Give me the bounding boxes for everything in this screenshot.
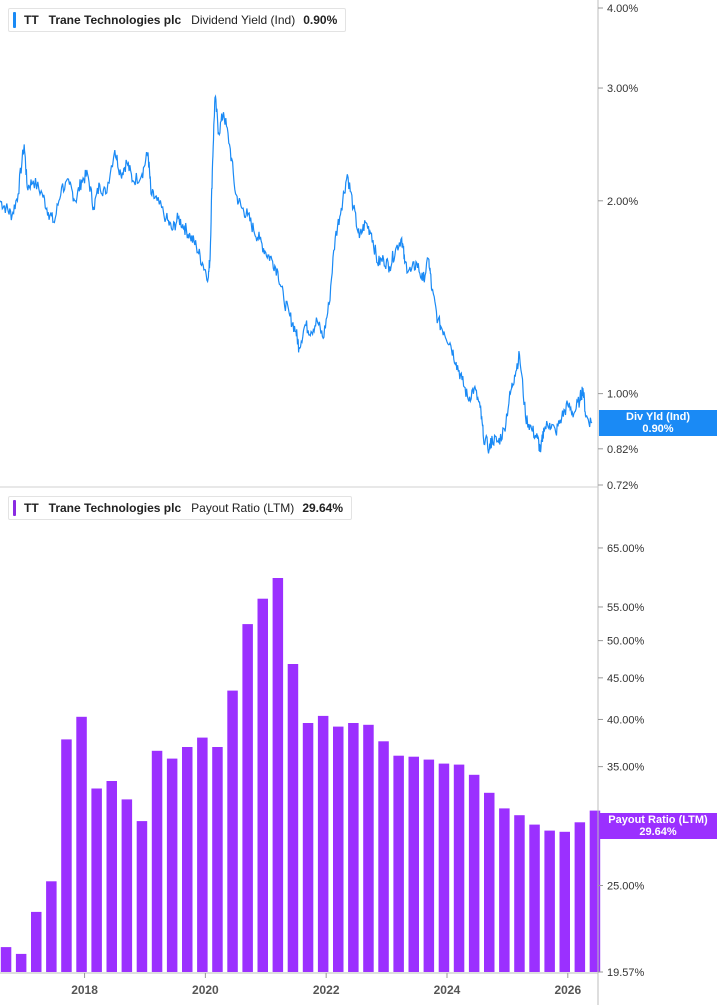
x-tick-label: 2024 bbox=[434, 983, 461, 997]
x-tick-label: 2022 bbox=[313, 983, 340, 997]
top-plot-area bbox=[0, 94, 593, 454]
payout-ratio-bar bbox=[242, 624, 253, 972]
top-y-tick-label: 1.00% bbox=[607, 389, 638, 401]
payout-ratio-bar bbox=[257, 598, 268, 972]
payout-ratio-bar bbox=[15, 953, 27, 972]
bottom-legend: TT Trane Technologies plc Payout Ratio (… bbox=[8, 496, 353, 520]
bottom-legend-swatch bbox=[13, 500, 16, 516]
payout-ratio-bar bbox=[589, 810, 601, 972]
top-y-tick-label: 2.00% bbox=[607, 196, 638, 208]
payout-ratio-bar bbox=[46, 881, 57, 972]
payout-ratio-bar bbox=[529, 824, 540, 972]
dividend-yield-tag-label: Div Yld (Ind) bbox=[626, 411, 690, 423]
payout-ratio-bar bbox=[166, 758, 178, 972]
payout-ratio-bar bbox=[0, 947, 12, 972]
payout-ratio-bar bbox=[212, 747, 223, 972]
payout-ratio-bar bbox=[136, 821, 148, 972]
payout-ratio-bar bbox=[378, 741, 389, 972]
dividend-yield-line bbox=[0, 94, 593, 454]
top-legend-company: Trane Technologies plc bbox=[48, 13, 182, 27]
payout-ratio-bar bbox=[393, 755, 404, 972]
bottom-y-tick-label: 40.00% bbox=[607, 714, 645, 726]
payout-ratio-tag-label: Payout Ratio (LTM) bbox=[608, 814, 708, 826]
payout-ratio-bar bbox=[348, 723, 359, 972]
payout-ratio-bar bbox=[408, 756, 419, 972]
top-legend-swatch bbox=[13, 12, 16, 28]
payout-ratio-bar bbox=[272, 578, 284, 972]
payout-ratio-bar bbox=[76, 716, 87, 972]
payout-ratio-bar bbox=[423, 759, 435, 972]
bottom-y-tick-label: 55.00% bbox=[607, 602, 645, 614]
x-tick-label: 2018 bbox=[71, 983, 98, 997]
top-legend: TT Trane Technologies plc Dividend Yield… bbox=[8, 8, 347, 32]
top-y-tick-label: 4.00% bbox=[607, 3, 638, 15]
payout-ratio-bar bbox=[287, 664, 299, 972]
payout-ratio-bar bbox=[514, 815, 525, 972]
payout-ratio-bar bbox=[484, 792, 495, 972]
bottom-y-tick-label: 19.57% bbox=[607, 967, 645, 979]
bottom-legend-metric: Payout Ratio (LTM) bbox=[191, 501, 295, 515]
bottom-legend-value: 29.64% bbox=[302, 501, 344, 515]
bottom-y-tick-label: 35.00% bbox=[607, 762, 645, 774]
x-tick-label: 2026 bbox=[554, 983, 581, 997]
payout-ratio-bar bbox=[91, 788, 102, 972]
payout-ratio-bar bbox=[559, 831, 570, 972]
payout-ratio-bar bbox=[31, 911, 42, 972]
payout-ratio-bar bbox=[453, 764, 465, 972]
top-y-tick-label: 0.72% bbox=[607, 480, 638, 492]
dividend-yield-value-tag: Div Yld (Ind) 0.90% bbox=[599, 410, 717, 436]
bottom-legend-company: Trane Technologies plc bbox=[48, 501, 182, 515]
payout-ratio-bar bbox=[197, 737, 208, 972]
payout-ratio-bar bbox=[121, 799, 133, 972]
payout-ratio-bar bbox=[468, 774, 480, 972]
payout-ratio-bar bbox=[151, 750, 163, 972]
payout-ratio-bar bbox=[544, 830, 555, 972]
top-y-tick-label: 0.82% bbox=[607, 444, 638, 456]
payout-ratio-bar bbox=[438, 763, 450, 972]
top-y-tick-label: 3.00% bbox=[607, 83, 638, 95]
payout-ratio-bar bbox=[182, 747, 193, 972]
bottom-y-tick-label: 50.00% bbox=[607, 636, 645, 648]
payout-ratio-value-tag: Payout Ratio (LTM) 29.64% bbox=[599, 813, 717, 839]
bottom-legend-ticker: TT bbox=[24, 501, 39, 515]
payout-ratio-bar bbox=[317, 715, 329, 972]
payout-ratio-bar bbox=[363, 724, 374, 972]
payout-ratio-bar bbox=[574, 822, 586, 972]
x-tick-label: 2020 bbox=[192, 983, 219, 997]
axis-layer: 4.00% 3.00% 2.00% 1.00% 0.82% 0.72% 65.00% 55.0… bbox=[0, 0, 645, 1005]
top-legend-ticker: TT bbox=[24, 13, 39, 27]
bottom-y-tick-label: 25.00% bbox=[607, 880, 645, 892]
payout-ratio-bar bbox=[499, 808, 510, 972]
payout-ratio-bar bbox=[106, 781, 117, 972]
payout-ratio-bar bbox=[333, 726, 344, 972]
payout-ratio-bar bbox=[302, 723, 314, 972]
bottom-plot-area bbox=[0, 578, 601, 972]
top-legend-metric: Dividend Yield (Ind) bbox=[191, 13, 296, 27]
payout-ratio-bar bbox=[61, 739, 72, 972]
dividend-yield-tag-value: 0.90% bbox=[642, 423, 674, 435]
payout-ratio-tag-value: 29.64% bbox=[639, 826, 677, 838]
bottom-y-tick-label: 45.00% bbox=[607, 673, 645, 685]
top-legend-value: 0.90% bbox=[303, 13, 338, 27]
bottom-y-tick-label: 65.00% bbox=[607, 543, 645, 555]
payout-ratio-bar bbox=[227, 690, 238, 972]
